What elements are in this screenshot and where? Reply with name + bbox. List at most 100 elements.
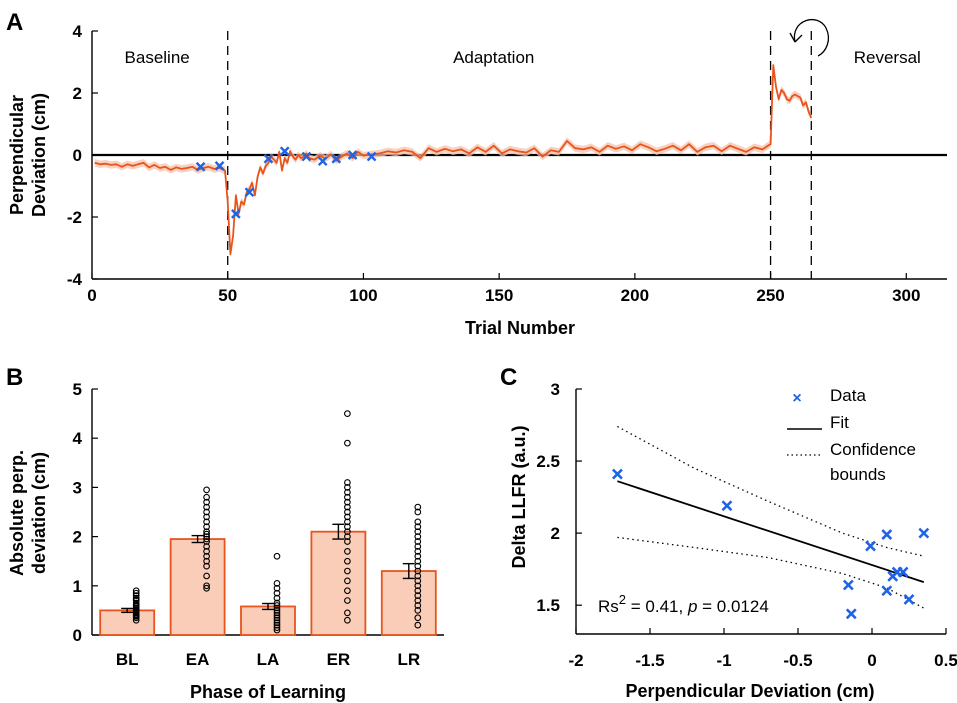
panel-b-point [414,587,422,595]
panel-b-point [132,599,140,607]
panel-a-phase-label: Reversal [854,48,921,67]
panel-a-marker [244,187,255,198]
panel-c-xtick-label: -1.5 [635,651,664,670]
panel-a-marker [347,150,358,160]
panel-c-point [721,500,733,512]
panel-c-xtick-label: -1 [716,651,731,670]
panel-b-point [273,611,281,619]
panel-b-point [132,589,140,597]
legend-data-label: Data [830,386,866,405]
panel-b-point [203,530,210,538]
panel-c-ticks: -2 -1.5 -1 -0.5 0 0.5 1.5 2 2.5 3 [536,380,957,670]
panel-b-plot-area [99,410,437,636]
panel-b-point [414,518,422,526]
panel-b-point [344,513,351,521]
panel-a-ytick-label: -2 [67,208,82,227]
panel-b-point [273,619,281,627]
panel-a-marker [231,209,241,219]
panel-b-point [344,616,351,624]
stat-prefix: Rs [598,597,619,616]
panel-b-point [273,621,281,629]
panel-b-point [414,552,422,560]
panel-c-xtick-label: 0.5 [934,651,957,670]
panel-a-xtick-label: 200 [621,286,649,305]
panel-a-ytick-label: 2 [73,84,82,103]
panel-b-point [273,589,281,597]
panel-b-category-label: BL [116,650,139,669]
panel-b-ylabel-line1: Absolute perp. [7,450,27,576]
panel-b-category-label: ER [327,650,351,669]
panel-c-stat-text: Rs2 = 0.41, p = 0.0124 [598,592,769,616]
panel-c-xtick-label: -0.5 [783,651,812,670]
panel-b-ytick-label: 2 [73,528,82,547]
panel-b-category-label: LR [397,650,420,669]
panel-b-point [273,607,281,614]
panel-b-point [344,508,351,516]
panel-b-point [414,508,422,516]
panel-a-marker [263,153,274,164]
panel-b-bar [169,538,226,636]
panel-c-letter: C [500,364,517,391]
panel-b-point [344,503,351,511]
panel-c-bound-lower [617,536,925,609]
panel-b-point [273,552,281,560]
panel-c-ytick-label: 2.5 [536,452,560,471]
panel-b-point [414,607,422,614]
panel-a-ytick-label: 4 [73,22,83,41]
panel-b-point [344,528,351,536]
panel-a-xtick-label: 300 [892,286,920,305]
panel-c-ytick-label: 3 [551,380,560,399]
panel-c-point [881,529,893,540]
panel-c-point [897,566,909,578]
panel-b-point [414,562,422,570]
panel-b-point [414,621,422,629]
panel-b-point [203,548,210,555]
panel-a-xtick-label: 100 [349,286,377,305]
panel-c-ylabel: Delta LLFR (a.u.) [509,425,529,568]
panel-b-point [414,533,422,540]
panel-b-point [203,493,210,501]
stat-suffix: = 0.0124 [697,597,768,616]
panel-c-xlabel: Perpendicular Deviation (cm) [625,681,874,701]
panel-c-point [903,593,915,605]
panel-a-marker [331,153,342,164]
panel-b-point [414,523,422,531]
panel-b-point [344,493,351,501]
panel-b-point [203,528,210,536]
panel-a-marker [214,161,225,171]
panel-b-point [344,488,351,496]
panel-b-point [344,538,351,545]
panel-b-point [344,439,351,447]
panel-b-point [344,484,351,491]
panel-c-plot-area [612,425,930,620]
panel-a-phase-label: Adaptation [453,48,534,67]
panel-b-point [344,498,351,506]
panel-b-point [203,543,210,550]
stat-p: p [687,597,697,616]
panel-b-point [414,538,422,545]
panel-b-point [344,533,351,540]
panel-c-chart: -2 -1.5 -1 -0.5 0 0.5 1.5 2 2.5 3 Perpendicular D… [509,380,957,701]
panel-b-point [203,562,210,570]
panel-a-ylabel-line1: Perpendicular [7,95,27,215]
panel-b-point [273,624,281,631]
panel-b-category-label: EA [186,650,210,669]
panel-b-point [203,533,210,540]
panel-a-marker [279,146,290,157]
panel-b-point [414,614,422,622]
panel-b-point [414,602,422,609]
panel-a-marker [195,161,206,172]
panel-a-marker [301,151,312,162]
panel-a-series-line [94,64,813,256]
panel-b-point [414,577,422,585]
reversal-arrow-icon [793,18,830,57]
panel-b-point [273,594,281,602]
panel-a-xtick-label: 0 [87,286,96,305]
panel-b-point [203,572,210,580]
panel-b-point [203,486,210,494]
panel-a-error-band [94,61,812,258]
panel-b-point [414,557,422,565]
panel-b-point [344,577,351,585]
panel-a-marker [366,151,377,162]
panel-b-point [414,582,422,590]
